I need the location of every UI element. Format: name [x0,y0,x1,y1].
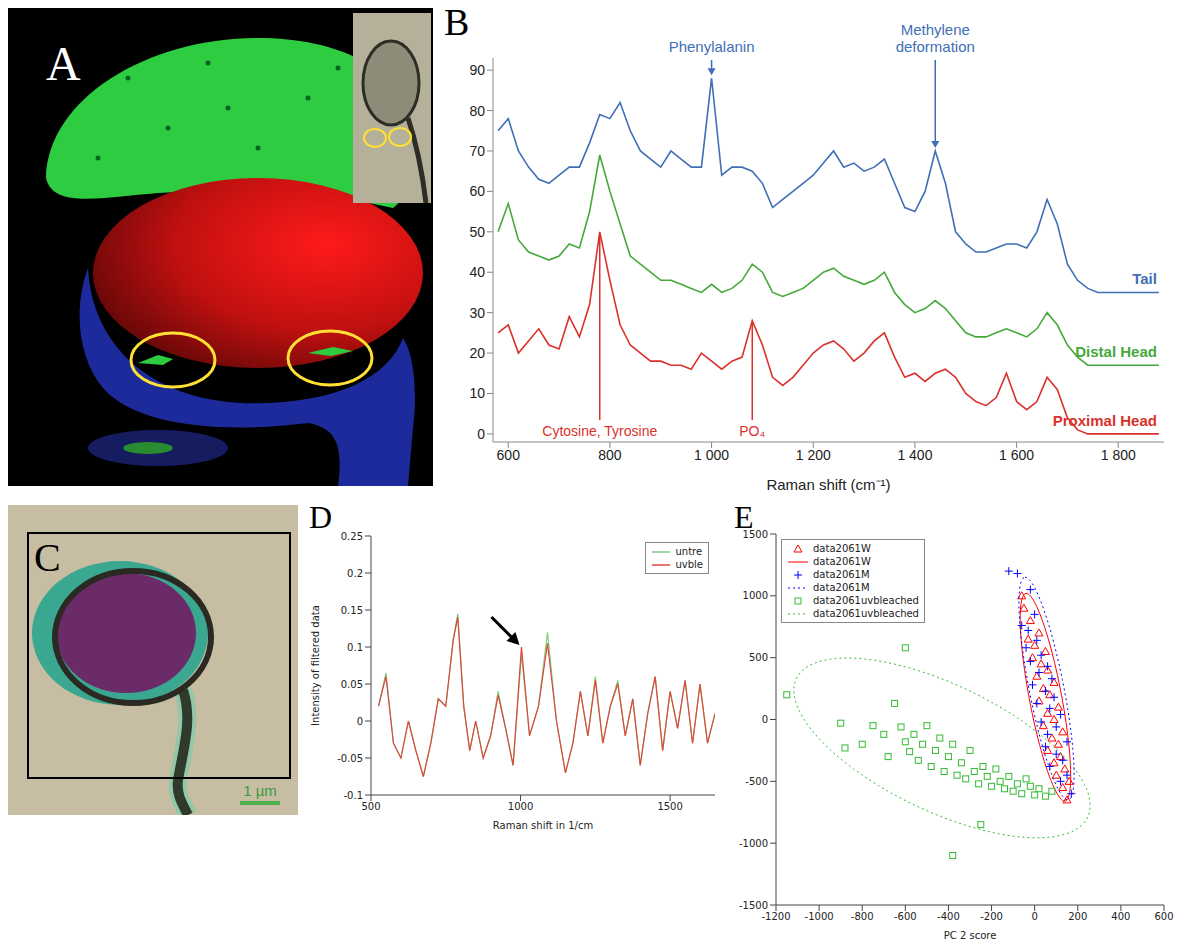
svg-text:PC 2 score: PC 2 score [944,930,997,941]
svg-text:C: C [34,535,61,580]
svg-text:0: 0 [477,426,485,442]
svg-text:-800: -800 [851,911,874,922]
html-text:data2061M: data2061M [813,582,870,593]
svg-text:Phenylalanin: Phenylalanin [669,38,755,55]
svg-text:0.2: 0.2 [347,568,363,579]
svg-text:-1000: -1000 [805,911,834,922]
svg-text:80: 80 [469,103,485,119]
svg-text:30: 30 [469,305,485,321]
svg-text:Raman shift (cm⁻¹): Raman shift (cm⁻¹) [766,476,890,493]
svg-text:Distal Head: Distal Head [1075,343,1157,360]
svg-text:1500: 1500 [657,801,682,812]
svg-text:Intensity of filtered data: Intensity of filtered data [310,605,321,726]
svg-text:-1500: -1500 [739,900,768,911]
svg-text:Proximal Head: Proximal Head [1053,412,1157,429]
html-text:data2061M: data2061M [813,569,870,580]
svg-text:500: 500 [749,652,768,663]
svg-text:1 000: 1 000 [694,447,729,463]
svg-text:-1000: -1000 [739,838,768,849]
svg-text:0: 0 [357,716,363,727]
svg-text:-200: -200 [980,911,1003,922]
svg-text:deformation: deformation [896,38,975,55]
svg-text:0.25: 0.25 [341,531,363,542]
svg-text:400: 400 [1111,911,1130,922]
svg-text:1 600: 1 600 [999,447,1034,463]
svg-text:-500: -500 [745,776,768,787]
svg-text:1 200: 1 200 [796,447,831,463]
svg-text:Tail: Tail [1132,270,1157,287]
svg-text:10: 10 [469,385,485,401]
svg-text:-0.1: -0.1 [343,790,363,801]
svg-text:1000: 1000 [743,590,768,601]
svg-text:-600: -600 [894,911,917,922]
svg-text:60: 60 [469,183,485,199]
svg-text:1 µm: 1 µm [243,782,277,799]
svg-text:0: 0 [1031,911,1037,922]
svg-text:A: A [46,37,81,90]
svg-text:20: 20 [469,345,485,361]
html-text:D: D [309,499,333,535]
svg-text:0: 0 [762,714,768,725]
svg-text:1 800: 1 800 [1101,447,1136,463]
svg-text:40: 40 [469,264,485,280]
svg-text:1000: 1000 [508,801,533,812]
svg-text:PO₄: PO₄ [739,423,765,439]
svg-text:500: 500 [361,801,380,812]
svg-text:800: 800 [598,447,622,463]
svg-text:-1200: -1200 [761,911,790,922]
svg-text:0.15: 0.15 [341,605,363,616]
svg-text:1 400: 1 400 [897,447,932,463]
html-text:data2061uvbleached: data2061uvbleached [813,595,919,606]
svg-text:0.05: 0.05 [341,679,363,690]
html-text:B: B [444,1,470,43]
svg-text:90: 90 [469,62,485,78]
svg-text:-400: -400 [937,911,960,922]
html-text:data2061uvbleached: data2061uvbleached [813,608,919,619]
svg-text:Raman shift in 1/cm: Raman shift in 1/cm [493,820,593,831]
svg-text:1500: 1500 [743,529,768,540]
html-text:data2061W: data2061W [813,556,871,567]
html-text:E: E [734,499,754,535]
svg-text:600: 600 [497,447,521,463]
svg-text:600: 600 [1154,911,1173,922]
html-text:uvble: uvble [675,559,703,570]
svg-text:Cytosine, Tyrosine: Cytosine, Tyrosine [542,423,657,439]
html-text:untre: untre [675,546,703,557]
svg-text:200: 200 [1068,911,1087,922]
html-text:data2061W: data2061W [813,543,871,554]
svg-text:0.1: 0.1 [347,642,363,653]
svg-text:Methylene: Methylene [901,21,970,38]
svg-text:70: 70 [469,143,485,159]
svg-text:-0.05: -0.05 [337,753,363,764]
svg-text:50: 50 [469,224,485,240]
